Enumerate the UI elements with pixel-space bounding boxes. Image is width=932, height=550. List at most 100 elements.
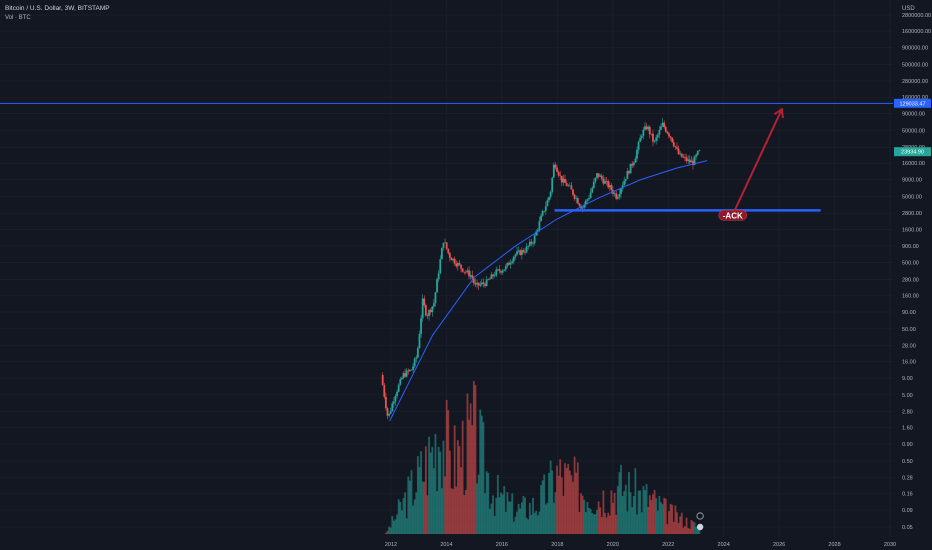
candle-body [412, 366, 414, 371]
candle-body [477, 282, 480, 286]
candle-body [570, 185, 573, 190]
candle-body [586, 199, 589, 201]
volume-bar [522, 495, 525, 534]
volume-bar [503, 486, 506, 534]
volume-bar [412, 505, 414, 534]
candle-body [466, 270, 469, 273]
volume-bar [463, 495, 466, 534]
candle-body [672, 142, 675, 147]
volume-bar [608, 515, 611, 534]
x-tick-label: 2026 [773, 542, 785, 548]
support-curve [389, 160, 708, 422]
volume-bar [413, 499, 416, 534]
volume-bar [399, 501, 402, 534]
volume-bar [692, 521, 694, 534]
volume-bar [524, 497, 526, 534]
volume-bar [530, 514, 533, 534]
candle-body [578, 203, 581, 206]
volume-bar [656, 510, 659, 534]
volume-bar [492, 495, 494, 534]
candle-body [647, 126, 650, 130]
candle-body [479, 284, 482, 286]
volume-bar [495, 497, 498, 534]
candle-body [404, 373, 406, 377]
candle-body [549, 191, 552, 198]
candle-body [423, 298, 426, 306]
candle-body [447, 248, 450, 254]
volume-bar [549, 460, 552, 534]
candle-body [530, 241, 533, 244]
time-axis[interactable]: 2012 2014 2016 2018 2020 2022 2024 2026 2028 2030 [0, 537, 932, 550]
volume-bar [506, 492, 509, 534]
candle-body [512, 256, 515, 262]
candle-body [664, 127, 667, 132]
volume-bar [508, 501, 510, 534]
candle-body [559, 175, 562, 177]
y-tick-label: 2800000.00 [902, 13, 931, 19]
volume-bar [474, 385, 477, 534]
volume-bar [527, 519, 530, 534]
candle-body [389, 411, 392, 414]
volume-bar [556, 465, 558, 534]
candle-body [484, 283, 486, 287]
x-tick-label: 2016 [496, 542, 508, 548]
volume-bar [516, 511, 518, 534]
volume-bar [676, 512, 678, 534]
candle-body [645, 126, 648, 130]
candle-body [607, 181, 610, 188]
candle-body [400, 377, 403, 380]
candle-body [421, 298, 424, 319]
candle-body [644, 126, 646, 130]
volume-bar [634, 468, 637, 534]
x-tick-label: 2018 [551, 542, 563, 548]
candle-body [397, 384, 400, 392]
volume-bar [583, 499, 586, 534]
volume-bar [580, 493, 582, 534]
volume-bar [452, 489, 454, 534]
volume-bar [620, 464, 622, 534]
candle-body [426, 315, 429, 317]
volume-bar [519, 508, 522, 534]
candle-body [464, 271, 467, 273]
volume-bar [604, 512, 606, 534]
x-tick-label: 2030 [884, 542, 896, 548]
volume-bar [540, 485, 542, 534]
volume-bar [543, 474, 546, 534]
volume-bar [538, 511, 541, 534]
volume-bar [559, 459, 562, 534]
volume-bar [685, 517, 688, 534]
volume-bar [644, 490, 646, 534]
candle-body [495, 269, 498, 276]
candle-body [546, 200, 549, 207]
volume-bar [490, 503, 493, 534]
volume-bar [674, 505, 677, 534]
y-tick-label: 500000.00 [902, 62, 928, 68]
last-price-badge [894, 147, 931, 157]
volume-bar [485, 471, 488, 534]
volume-bar [535, 510, 538, 534]
candle-body [511, 261, 514, 263]
candle-body [642, 129, 645, 136]
candle-body [684, 157, 686, 158]
candle-body [605, 180, 608, 182]
volume-bar [588, 508, 590, 534]
candle-body [669, 136, 672, 138]
volume-bar [484, 493, 486, 534]
candle-body [391, 403, 394, 412]
volume-bar [405, 518, 408, 534]
price-axis[interactable]: 0.05 0.09 0.16 0.28 0.50 0.90 1.60 2.80 5.00 9.00… [893, 0, 932, 550]
candle-body [631, 163, 634, 166]
volume-bar [658, 495, 661, 534]
x-tick-label: 2024 [718, 542, 730, 548]
volume-bar [640, 512, 643, 534]
candle-body [490, 274, 493, 279]
target-price-label: 129033.47 [900, 101, 926, 107]
y-tick-label: 0.16 [902, 492, 913, 498]
candle-body [562, 178, 565, 183]
y-tick-label: 9.00 [902, 376, 913, 382]
volume-bar [660, 502, 662, 534]
volume-bar [624, 484, 627, 534]
volume-bar [682, 527, 685, 534]
candle-body [552, 164, 555, 178]
